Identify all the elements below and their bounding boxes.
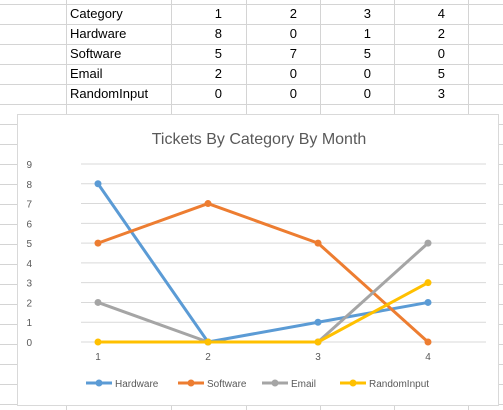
y-tick-label: 3 [26, 279, 32, 290]
value-cell[interactable]: 0 [437, 46, 445, 61]
row-label-cell[interactable]: RandomInput [70, 86, 149, 101]
y-tick-label: 7 [26, 200, 32, 211]
x-tick-label: 3 [315, 352, 321, 363]
value-cell[interactable]: 0 [289, 66, 297, 81]
legend-label: Software [207, 379, 247, 390]
value-cell[interactable]: 5 [363, 46, 371, 61]
value-cell[interactable]: 3 [437, 86, 445, 101]
chart-gridlines [81, 163, 486, 343]
series-randominput[interactable] [94, 279, 432, 346]
data-point[interactable] [424, 338, 432, 346]
legend-entry[interactable]: Hardware [86, 379, 159, 390]
chart-title: Tickets By Category By Month [152, 131, 367, 148]
x-tick-label: 4 [425, 352, 431, 363]
data-point[interactable] [204, 200, 212, 208]
data-point[interactable] [424, 239, 432, 247]
legend-marker-icon [349, 379, 357, 387]
line-chart[interactable]: 0 1 2 3 4 5 6 7 8 9 1 2 3 4 Hardware Software Email Ran… [17, 114, 499, 406]
legend-marker-icon [187, 379, 195, 387]
value-cell[interactable]: 0 [214, 86, 222, 101]
chart-canvas: 0 1 2 3 4 5 6 7 8 9 1 2 3 4 Hardware Software Email Ran… [26, 131, 486, 390]
y-tick-label: 5 [26, 239, 32, 250]
value-cell[interactable]: 0 [363, 86, 371, 101]
data-point[interactable] [424, 298, 432, 306]
series-line[interactable] [96, 281, 430, 344]
legend-marker-icon [271, 379, 279, 387]
y-tick-label: 0 [26, 338, 32, 349]
y-tick-label: 9 [26, 160, 32, 171]
legend-label: Hardware [115, 379, 159, 390]
value-cell[interactable]: 5 [214, 46, 222, 61]
data-point[interactable] [204, 338, 212, 346]
x-tick-label: 2 [205, 352, 211, 363]
legend-marker-icon [95, 379, 103, 387]
row-label-cell[interactable]: Software [70, 46, 122, 61]
value-cell[interactable]: 1 [363, 26, 371, 41]
legend-entry[interactable]: Email [262, 379, 316, 390]
legend-label: RandomInput [369, 379, 429, 390]
y-tick-label: 8 [26, 180, 32, 191]
x-axis-ticks: 1 2 3 4 [95, 352, 431, 363]
series-line[interactable] [96, 241, 430, 344]
value-cell[interactable]: 2 [214, 66, 222, 81]
value-cell[interactable]: 7 [289, 46, 297, 61]
data-point[interactable] [94, 298, 102, 306]
x-tick-label: 1 [95, 352, 101, 363]
data-point[interactable] [94, 239, 102, 247]
chart-legend[interactable]: Hardware Software Email RandomInput [86, 379, 429, 390]
value-cell[interactable]: 2 [289, 6, 297, 21]
legend-entry[interactable]: Software [178, 379, 247, 390]
data-point[interactable] [94, 338, 102, 346]
value-cell[interactable]: 3 [363, 6, 371, 21]
value-cell[interactable]: 5 [437, 66, 445, 81]
y-tick-label: 2 [26, 298, 32, 309]
data-point[interactable] [314, 338, 322, 346]
value-cell[interactable]: 2 [437, 26, 445, 41]
y-tick-label: 1 [26, 318, 32, 329]
data-point[interactable] [424, 279, 432, 287]
row-label-cell[interactable]: Category [70, 6, 123, 21]
legend-label: Email [291, 379, 316, 390]
row-label-cell[interactable]: Hardware [70, 26, 127, 41]
value-cell[interactable]: 0 [363, 66, 371, 81]
value-cell[interactable]: 0 [289, 86, 297, 101]
value-cell[interactable]: 8 [214, 26, 222, 41]
chart-series [94, 180, 432, 346]
y-tick-label: 4 [26, 259, 32, 270]
series-email[interactable] [94, 239, 432, 346]
value-cell[interactable]: 1 [214, 6, 222, 21]
value-cell[interactable]: 4 [437, 6, 445, 21]
row-label-cell[interactable]: Email [70, 66, 103, 81]
data-point[interactable] [94, 180, 102, 188]
data-point[interactable] [314, 239, 322, 247]
series-software[interactable] [94, 200, 432, 346]
y-tick-label: 6 [26, 219, 32, 230]
value-cell[interactable]: 0 [289, 26, 297, 41]
y-axis-ticks: 0 1 2 3 4 5 6 7 8 9 [26, 160, 32, 349]
data-point[interactable] [314, 318, 322, 326]
legend-entry[interactable]: RandomInput [340, 379, 429, 390]
